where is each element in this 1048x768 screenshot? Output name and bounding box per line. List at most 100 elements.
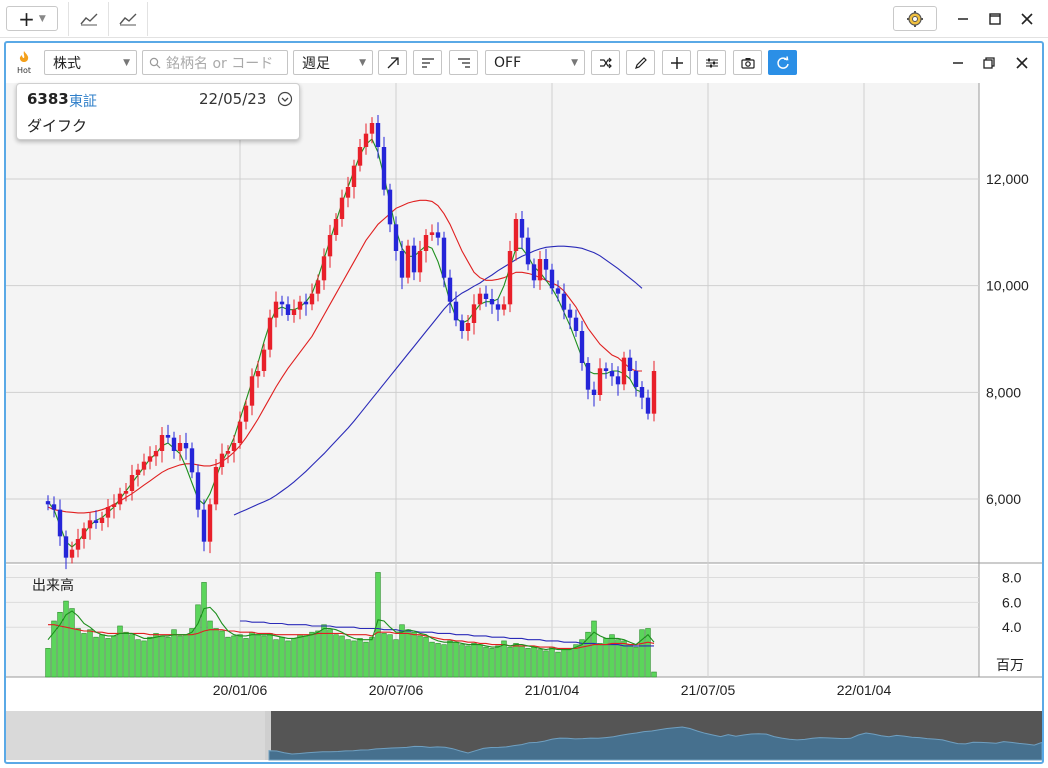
volume-bar (87, 629, 93, 678)
add-dropdown-button[interactable]: + ▼ (6, 6, 58, 31)
volume-bar (273, 639, 279, 678)
settings-button[interactable] (893, 6, 937, 31)
hot-button[interactable]: Hot (12, 49, 36, 77)
volume-ma-short-line (47, 606, 655, 651)
indicator-select[interactable]: OFF ▼ (485, 50, 585, 75)
volume-bar (387, 634, 393, 678)
draw-pencil-button[interactable] (626, 50, 655, 75)
panel-restore-button[interactable] (977, 51, 1001, 75)
volume-bar (357, 638, 363, 678)
panel-minimize-button[interactable] (946, 51, 970, 75)
volume-bar (207, 620, 213, 678)
candle-up (369, 123, 375, 134)
symbol-code: 6383 (27, 90, 69, 108)
navigator-inactive-range (6, 711, 269, 760)
price-ma-mid-line (47, 199, 642, 514)
period-select[interactable]: 週足 ▼ (293, 50, 373, 75)
volume-axis-label: 8.0 (1002, 569, 1022, 585)
maximize-icon (989, 13, 1001, 25)
candle-down (435, 232, 441, 238)
screenshot-button[interactable] (733, 50, 762, 75)
candle-up (315, 280, 321, 294)
candle-up (249, 376, 255, 406)
candle-up (357, 147, 363, 166)
candle-down (459, 320, 465, 331)
candle-up (99, 517, 105, 523)
company-name: ダイフク (27, 117, 88, 135)
volume-ma-mid-line (48, 624, 655, 649)
candle-down (567, 309, 573, 318)
chevron-down-icon: ▼ (123, 58, 130, 68)
volume-bar (75, 628, 81, 678)
candle-up (105, 507, 111, 518)
stock-chart[interactable]: 6,000 8,000 10,000 12,000 20/01/06 20/07/06 21… (6, 83, 1042, 762)
volume-bar (309, 631, 315, 678)
candle-up (513, 219, 519, 251)
navigator-handle[interactable] (265, 711, 271, 760)
plus-icon: + (18, 6, 35, 31)
flame-icon (19, 51, 29, 62)
candle-up (471, 304, 477, 323)
volume-bar (69, 608, 75, 678)
align-right-button[interactable] (449, 50, 478, 75)
volume-bar (621, 640, 627, 678)
window-maximize-button[interactable] (982, 6, 1008, 32)
candle-down (633, 371, 639, 387)
volume-bar (279, 636, 285, 678)
volume-bar (393, 639, 399, 678)
window-close-button[interactable] (1014, 6, 1040, 32)
candle-up (207, 504, 213, 542)
candle-up (159, 435, 165, 451)
refresh-button[interactable] (768, 50, 797, 75)
chart-tab-2[interactable] (108, 2, 148, 36)
volume-bar (261, 635, 267, 678)
panel-close-button[interactable] (1010, 51, 1034, 75)
market-select[interactable]: 株式 ▼ (44, 50, 137, 75)
volume-ma-long-line (240, 620, 654, 647)
candle-up (501, 304, 507, 310)
candle-up (225, 451, 231, 454)
candle-up (651, 371, 657, 414)
volume-bar (651, 671, 657, 678)
candle-up (237, 421, 243, 443)
candle-up (291, 309, 297, 315)
close-icon (1016, 57, 1028, 69)
volume-bar (423, 636, 429, 678)
candle-up (213, 467, 219, 505)
candle-up (219, 453, 225, 467)
candle-down (531, 264, 537, 281)
candle-down (441, 237, 447, 278)
window-minimize-button[interactable] (950, 6, 976, 32)
volume-bar (501, 640, 507, 678)
volume-bar (633, 646, 639, 678)
volume-bar (513, 643, 519, 678)
candle-down (279, 301, 285, 305)
candle-down (195, 472, 201, 510)
candle-up (69, 549, 75, 558)
volume-bar (303, 635, 309, 678)
restore-icon (983, 57, 995, 69)
volume-bar (585, 631, 591, 678)
close-icon (1021, 13, 1033, 25)
trend-arrow-button[interactable] (378, 50, 407, 75)
crosshair-button[interactable] (662, 50, 691, 75)
shuffle-button[interactable] (591, 50, 620, 75)
time-axis-label: 22/01/04 (837, 682, 892, 698)
align-left-button[interactable] (413, 50, 442, 75)
candle-down (201, 509, 207, 542)
chart-tab-1[interactable] (68, 2, 108, 36)
chart-settings-button[interactable] (697, 50, 726, 75)
candle-up (261, 349, 267, 371)
candle-up (345, 187, 351, 198)
volume-bar (417, 635, 423, 678)
volume-bar (567, 648, 573, 678)
line-chart-icon (119, 13, 137, 26)
volume-bar (639, 629, 645, 678)
volume-bar (99, 634, 105, 678)
volume-bar (93, 636, 99, 678)
volume-bar (573, 644, 579, 678)
candle-down (639, 387, 645, 398)
symbol-search-input[interactable]: 銘柄名 or コード (142, 50, 288, 75)
chevron-circle-icon[interactable] (277, 91, 293, 107)
time-axis-label: 20/07/06 (369, 682, 424, 698)
